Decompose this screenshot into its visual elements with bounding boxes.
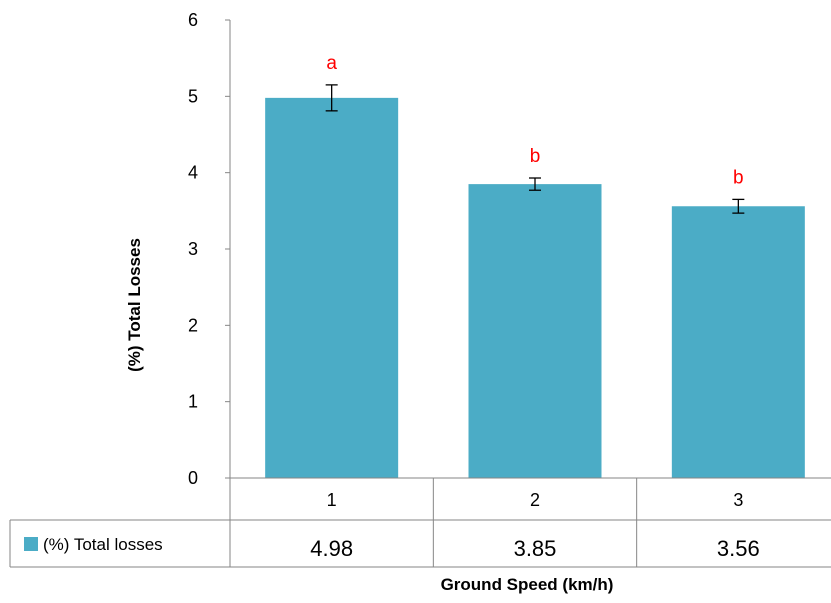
significance-letter: b (530, 146, 541, 167)
y-tick-label: 3 (188, 239, 198, 259)
significance-letter: a (326, 53, 337, 74)
error-bars-group (325, 84, 745, 214)
x-category-label: 1 (327, 490, 337, 510)
y-tick-label: 1 (188, 392, 198, 412)
y-tick-label: 2 (188, 315, 198, 335)
x-category-label: 2 (530, 490, 540, 510)
x-axis-title: Ground Speed (km/h) (441, 575, 614, 594)
significance-letter: b (733, 167, 744, 188)
legend-label: (%) Total losses (43, 535, 163, 554)
bar (671, 206, 805, 478)
x-category-label: 3 (733, 490, 743, 510)
legend-swatch (24, 537, 38, 551)
y-axis-title: (%) Total Losses (125, 238, 144, 372)
y-tick-label: 4 (188, 163, 198, 183)
data-table: 1 4.98 2 3.85 3 3.56 (%) Total losses (9, 478, 831, 568)
y-tick-label: 5 (188, 86, 198, 106)
significance-letters-group: a b b (326, 53, 743, 189)
table-value-cell: 4.98 (310, 536, 353, 561)
y-axis-ticks: 0 1 2 3 4 5 6 (188, 10, 198, 488)
bars-group (265, 97, 805, 479)
y-tick-label: 0 (188, 468, 198, 488)
bar (265, 97, 399, 479)
table-value-cell: 3.56 (717, 536, 760, 561)
y-tick-label: 6 (188, 10, 198, 30)
table-value-cell: 3.85 (514, 536, 557, 561)
bar (468, 184, 602, 478)
axes-group (225, 19, 831, 479)
